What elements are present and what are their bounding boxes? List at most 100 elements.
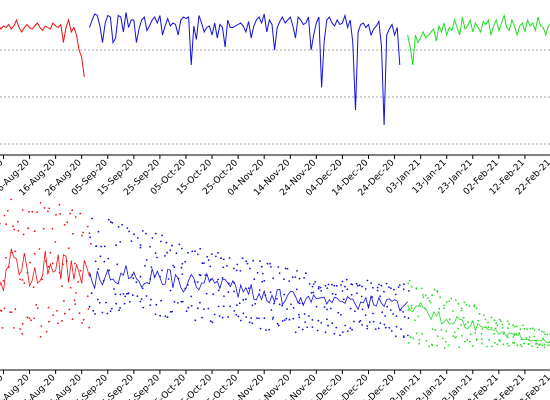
green-scatter-point bbox=[506, 342, 509, 345]
green-scatter-point bbox=[408, 342, 410, 344]
blue-scatter-point bbox=[385, 282, 388, 285]
red-scatter-point bbox=[13, 327, 15, 329]
blue-scatter-point bbox=[355, 282, 358, 285]
blue-scatter-point bbox=[364, 314, 367, 316]
green-scatter-point bbox=[519, 328, 522, 331]
blue-scatter-point bbox=[403, 316, 406, 318]
blue-scatter-point bbox=[392, 313, 394, 315]
blue-scatter-point bbox=[159, 240, 162, 243]
blue-scatter-point bbox=[278, 272, 281, 274]
red-scatter-point bbox=[30, 319, 32, 322]
blue-scatter-point bbox=[92, 309, 95, 312]
blue-scatter-point bbox=[128, 300, 131, 303]
green-scatter-point bbox=[417, 315, 420, 318]
red-scatter-point bbox=[17, 229, 20, 232]
blue-scatter-point bbox=[133, 233, 135, 236]
blue-scatter-point bbox=[261, 280, 264, 283]
red-scatter-point bbox=[28, 210, 30, 213]
blue-scatter-point bbox=[379, 295, 381, 298]
blue-scatter-point bbox=[116, 263, 119, 266]
blue-scatter-point bbox=[393, 288, 395, 291]
blue-scatter-point bbox=[199, 247, 202, 250]
blue-scatter-point bbox=[150, 298, 152, 301]
blue-scatter-point bbox=[259, 260, 261, 262]
blue-scatter-point bbox=[139, 244, 142, 247]
green-scatter-point bbox=[494, 327, 497, 330]
blue-scatter-point bbox=[335, 284, 338, 287]
blue-scatter-point bbox=[331, 322, 334, 325]
blue-scatter-point bbox=[366, 325, 369, 327]
blue-scatter-point bbox=[384, 315, 386, 317]
blue-scatter-point bbox=[324, 284, 327, 287]
green-scatter-point bbox=[496, 343, 499, 346]
blue-scatter-point bbox=[238, 302, 241, 305]
green-scatter-point bbox=[483, 314, 485, 316]
green-scatter-point bbox=[475, 307, 478, 310]
blue-scatter-point bbox=[358, 284, 361, 287]
blue-scatter-point bbox=[354, 310, 356, 312]
green-scatter-point bbox=[536, 346, 539, 349]
red-scatter-point bbox=[58, 203, 61, 206]
red-scatter-point bbox=[81, 322, 83, 324]
blue-scatter-point bbox=[207, 307, 210, 310]
green-scatter-point bbox=[428, 345, 430, 348]
blue-scatter-point bbox=[353, 320, 355, 323]
blue-scatter-point bbox=[283, 278, 285, 281]
blue-scatter-point bbox=[319, 286, 322, 289]
blue-scatter-point bbox=[284, 267, 287, 270]
red-series-line bbox=[0, 248, 90, 292]
blue-scatter-point bbox=[217, 251, 220, 254]
blue-scatter-point bbox=[296, 270, 298, 272]
red-scatter-point bbox=[40, 325, 43, 327]
blue-scatter-point bbox=[222, 258, 225, 261]
green-scatter-point bbox=[494, 341, 496, 344]
green-scatter-point bbox=[478, 312, 481, 315]
blue-scatter-point bbox=[114, 293, 117, 296]
green-scatter-point bbox=[460, 309, 463, 312]
green-scatter-point bbox=[547, 344, 549, 347]
red-scatter-point bbox=[74, 262, 76, 265]
blue-scatter-point bbox=[376, 289, 379, 292]
blue-scatter-point bbox=[165, 241, 168, 244]
red-scatter-point bbox=[28, 317, 31, 320]
blue-scatter-point bbox=[377, 327, 380, 330]
blue-scatter-point bbox=[91, 217, 93, 220]
blue-scatter-point bbox=[310, 292, 313, 294]
blue-scatter-point bbox=[175, 252, 178, 255]
blue-scatter-point bbox=[239, 270, 242, 272]
blue-scatter-point bbox=[96, 298, 99, 301]
green-scatter-point bbox=[436, 291, 439, 293]
red-scatter-point bbox=[79, 269, 82, 272]
blue-scatter-point bbox=[97, 268, 100, 270]
green-scatter-point bbox=[410, 307, 413, 309]
blue-scatter-point bbox=[357, 284, 359, 287]
blue-scatter-point bbox=[395, 325, 398, 328]
red-scatter-point bbox=[86, 295, 89, 298]
green-scatter-point bbox=[422, 296, 425, 299]
red-scatter-point bbox=[67, 247, 70, 250]
blue-scatter-point bbox=[242, 312, 245, 315]
blue-scatter-point bbox=[141, 230, 144, 232]
green-scatter-point bbox=[438, 307, 441, 310]
blue-scatter-point bbox=[187, 251, 189, 254]
red-scatter-point bbox=[26, 316, 29, 319]
blue-scatter-point bbox=[358, 321, 361, 323]
blue-scatter-point bbox=[400, 328, 402, 330]
blue-scatter-point bbox=[97, 230, 100, 233]
blue-scatter-point bbox=[326, 308, 328, 311]
blue-scatter-point bbox=[181, 300, 184, 303]
green-scatter-point bbox=[480, 338, 483, 341]
blue-scatter-point bbox=[167, 278, 170, 280]
blue-scatter-point bbox=[115, 302, 118, 305]
blue-scatter-point bbox=[166, 316, 169, 319]
red-scatter-point bbox=[82, 318, 85, 321]
blue-scatter-point bbox=[166, 251, 169, 254]
blue-scatter-point bbox=[402, 311, 404, 313]
green-scatter-point bbox=[533, 335, 535, 338]
green-scatter-point bbox=[421, 333, 424, 335]
blue-scatter-point bbox=[128, 230, 131, 233]
blue-scatter-point bbox=[351, 283, 354, 286]
green-scatter-point bbox=[507, 345, 510, 347]
blue-scatter-point bbox=[250, 317, 253, 319]
blue-scatter-point bbox=[317, 286, 320, 288]
